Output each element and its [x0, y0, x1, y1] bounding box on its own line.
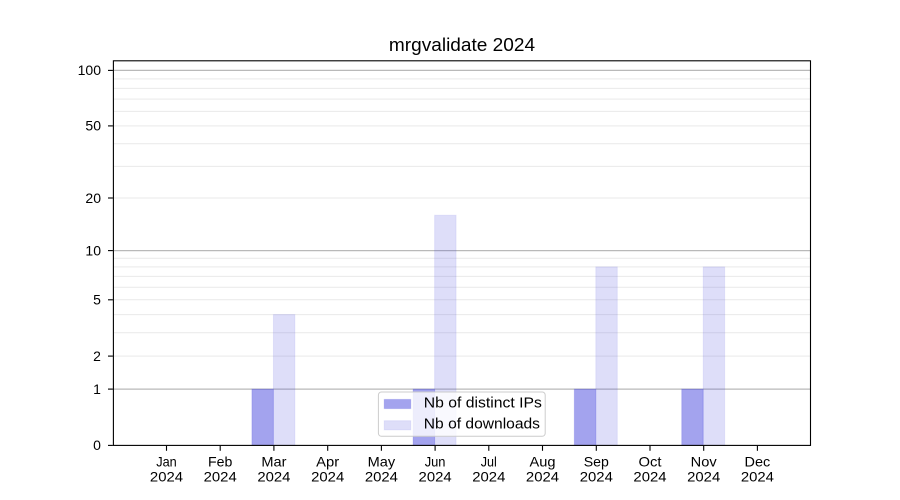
svg-text:2024: 2024 — [687, 469, 720, 485]
svg-text:2024: 2024 — [150, 469, 183, 485]
svg-text:20: 20 — [85, 190, 101, 206]
svg-text:Nb of distinct IPs: Nb of distinct IPs — [424, 394, 542, 411]
svg-text:Jun: Jun — [425, 453, 446, 469]
svg-text:mrgvalidate 2024: mrgvalidate 2024 — [389, 34, 535, 55]
svg-text:Mar: Mar — [261, 453, 286, 469]
svg-text:Jul: Jul — [481, 453, 497, 469]
svg-text:10: 10 — [85, 242, 101, 258]
svg-text:2024: 2024 — [580, 469, 613, 485]
svg-text:2: 2 — [93, 348, 101, 364]
svg-text:Jan: Jan — [156, 453, 177, 469]
svg-text:Oct: Oct — [639, 453, 662, 469]
svg-text:2024: 2024 — [365, 469, 398, 485]
svg-text:50: 50 — [85, 118, 101, 134]
svg-text:Dec: Dec — [745, 453, 771, 469]
svg-text:1: 1 — [93, 381, 101, 397]
svg-text:0: 0 — [93, 437, 101, 453]
svg-text:2024: 2024 — [472, 469, 505, 485]
svg-text:2024: 2024 — [311, 469, 344, 485]
svg-text:Feb: Feb — [208, 453, 233, 469]
svg-text:2024: 2024 — [526, 469, 559, 485]
svg-text:2024: 2024 — [741, 469, 774, 485]
svg-text:2024: 2024 — [633, 469, 666, 485]
svg-text:Aug: Aug — [530, 453, 556, 469]
svg-text:May: May — [368, 453, 396, 469]
svg-text:Nov: Nov — [691, 453, 717, 469]
svg-text:Apr: Apr — [316, 453, 339, 469]
svg-text:100: 100 — [78, 62, 102, 78]
svg-text:Nb of downloads: Nb of downloads — [424, 415, 540, 432]
svg-text:2024: 2024 — [419, 469, 452, 485]
svg-text:2024: 2024 — [257, 469, 290, 485]
svg-text:2024: 2024 — [204, 469, 237, 485]
svg-text:5: 5 — [93, 292, 101, 308]
svg-text:Sep: Sep — [584, 453, 609, 469]
